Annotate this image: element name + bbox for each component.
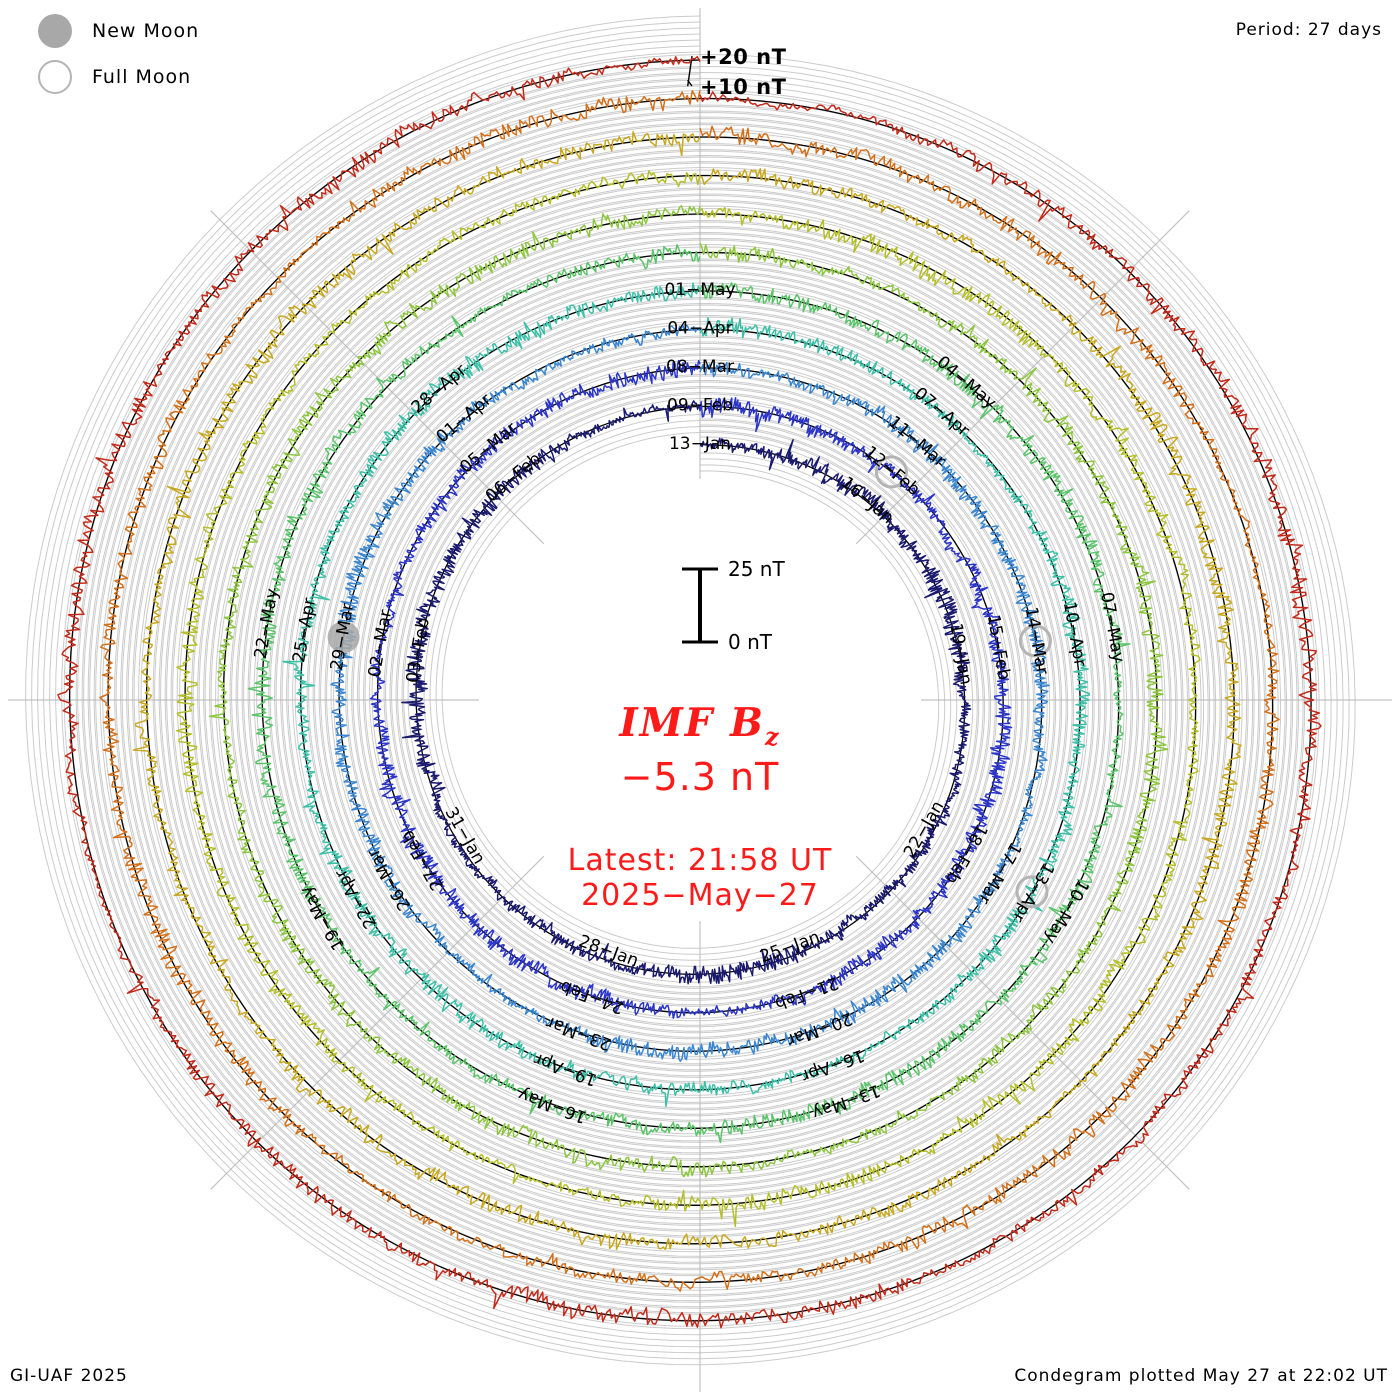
latest-time-label: Latest: 21:58 UT bbox=[567, 842, 833, 878]
new-moon-marker bbox=[327, 621, 360, 654]
gridlines-layer bbox=[25, 15, 1356, 1366]
plotted-timestamp-label: Condegram plotted May 27 at 22:02 UT bbox=[1014, 1366, 1388, 1386]
center-annotation: IMF Bz −5.3 nT Latest: 21:58 UT 2025−May… bbox=[430, 700, 970, 913]
full-moon-marker bbox=[1015, 875, 1049, 909]
imf-subscript-label: z bbox=[765, 721, 781, 751]
new-moon-icon bbox=[38, 14, 72, 48]
date-label: 03−Feb bbox=[403, 616, 434, 684]
legend-label-new-moon: New Moon bbox=[92, 20, 200, 42]
legend-item-full-moon: Full Moon bbox=[22, 54, 322, 100]
amplitude-scalebar: 25 nT 0 nT bbox=[682, 560, 785, 654]
date-label: 04−Apr bbox=[667, 319, 732, 339]
latest-date-label: 2025−May−27 bbox=[581, 877, 819, 913]
full-moon-icon bbox=[38, 60, 72, 94]
date-label: 19−Jan bbox=[945, 622, 975, 687]
imf-parameter-title: IMF Bz bbox=[430, 700, 970, 751]
date-label: 01−May bbox=[664, 280, 735, 300]
legend-label-full-moon: Full Moon bbox=[92, 66, 192, 88]
full-moon-marker bbox=[874, 455, 908, 489]
moon-phase-legend: New Moon Full Moon bbox=[22, 8, 322, 100]
credit-label: GI-UAF 2025 bbox=[10, 1366, 128, 1386]
data-tracks-layer bbox=[57, 55, 1322, 1329]
period-label: Period: 27 days bbox=[1235, 20, 1382, 40]
scalebar-top-label: 25 nT bbox=[728, 560, 785, 581]
date-label: 08−Mar bbox=[666, 357, 734, 377]
legend-item-new-moon: New Moon bbox=[22, 8, 322, 54]
moon-markers-layer bbox=[327, 455, 1052, 909]
scalebar-bottom-label: 0 nT bbox=[728, 630, 773, 654]
imf-value-label: −5.3 nT bbox=[620, 754, 780, 799]
full-moon-marker bbox=[1018, 624, 1052, 658]
date-label: 09−Feb bbox=[667, 396, 733, 416]
imf-quantity-label: IMF B bbox=[619, 700, 765, 746]
date-label: 13−Jan bbox=[669, 434, 731, 454]
